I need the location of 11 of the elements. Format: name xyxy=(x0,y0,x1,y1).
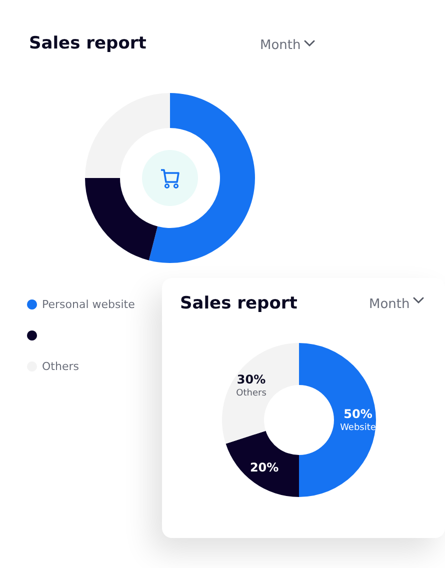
chart-title: Sales report xyxy=(29,34,146,54)
legend-label: Others xyxy=(42,360,80,373)
data-label: 50% xyxy=(344,407,372,421)
slice-label: Others xyxy=(236,388,267,398)
legend-label: Personal website xyxy=(42,298,136,311)
slice-label: Website xyxy=(340,423,376,433)
text: Month xyxy=(260,38,301,53)
chart-title: Sales report xyxy=(180,294,298,314)
text: Month xyxy=(369,297,410,312)
data-label: 30% xyxy=(236,372,266,386)
data-label: 20% xyxy=(250,460,279,475)
